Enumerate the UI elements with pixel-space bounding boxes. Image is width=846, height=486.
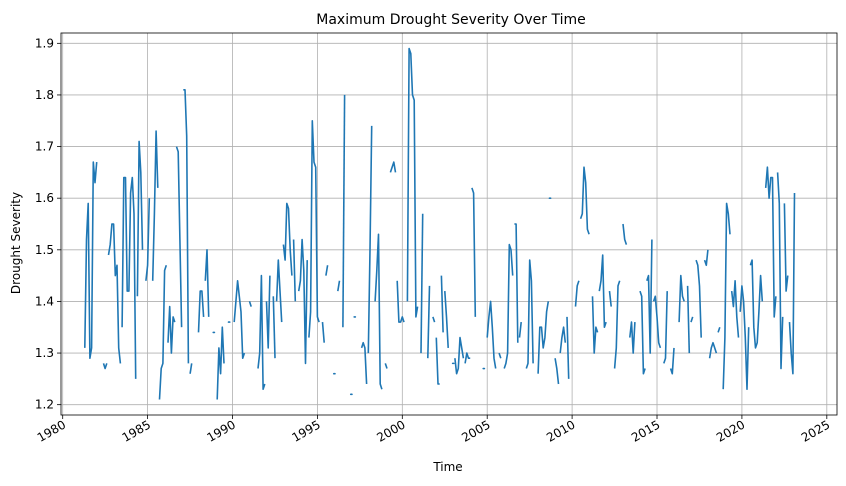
series-segment xyxy=(325,265,329,276)
y-tick-label: 1.3 xyxy=(35,346,54,360)
series-segment xyxy=(367,125,373,354)
series-segment xyxy=(559,326,567,354)
series-segment xyxy=(690,316,694,323)
series-segment xyxy=(669,347,675,375)
y-tick-label: 1.2 xyxy=(35,398,54,412)
series-segment xyxy=(360,341,368,385)
series-segment xyxy=(151,130,159,281)
series-segment xyxy=(102,363,108,370)
series-segment xyxy=(695,259,702,338)
series-segment xyxy=(321,322,325,343)
series-segment xyxy=(136,140,144,297)
series-segment xyxy=(717,326,721,333)
y-tick-label: 1.7 xyxy=(35,140,54,154)
y-tick-label: 1.9 xyxy=(35,36,54,50)
series-segment xyxy=(337,280,341,292)
series-segment xyxy=(248,301,252,307)
series-segment xyxy=(646,239,653,354)
series-segment xyxy=(598,254,607,329)
y-axis-ticks: 1.2 1.3 1.4 1.5 1.6 1.7 1.8 1.9 xyxy=(35,36,61,412)
series-segment xyxy=(121,176,137,379)
series-segment xyxy=(406,47,419,318)
series-segment xyxy=(708,341,718,359)
series-segment xyxy=(788,192,796,375)
series-segment xyxy=(297,238,308,365)
series-segment xyxy=(525,259,534,369)
series-segment xyxy=(282,202,293,276)
series-segment xyxy=(308,120,320,338)
x-axis-label: Time xyxy=(432,460,462,474)
series-segment xyxy=(730,279,740,338)
series-segment xyxy=(440,275,444,333)
series-segment xyxy=(739,285,750,391)
series-segment xyxy=(272,296,276,359)
grid-lines xyxy=(61,33,837,415)
series-segment xyxy=(591,296,599,354)
series-segment xyxy=(396,280,405,323)
series-segment xyxy=(554,358,560,385)
series-segment xyxy=(265,275,271,349)
series-segment xyxy=(158,265,168,400)
series-segment xyxy=(471,187,477,317)
series-segment xyxy=(574,280,580,307)
series-segment xyxy=(342,94,346,328)
series-segment xyxy=(678,274,685,323)
series-segment xyxy=(204,249,210,317)
series-segment xyxy=(84,161,98,360)
series-segment xyxy=(444,291,449,348)
series-segment xyxy=(275,259,283,323)
series-segment xyxy=(764,166,777,318)
series-segment xyxy=(427,285,431,359)
series-segment xyxy=(435,337,440,385)
series-segment xyxy=(486,300,497,369)
series-segment xyxy=(722,202,731,390)
series-segment xyxy=(498,352,502,359)
y-tick-label: 1.4 xyxy=(35,294,54,308)
series-segment xyxy=(537,301,550,374)
series-segment xyxy=(464,352,471,364)
series-segment xyxy=(420,213,424,354)
series-segment xyxy=(608,291,612,307)
series-segment xyxy=(749,259,764,349)
series-segment xyxy=(175,146,183,328)
series-segment xyxy=(652,295,662,349)
series-segment xyxy=(776,172,784,370)
series-lines xyxy=(84,47,796,400)
series-segment xyxy=(703,249,709,267)
y-tick-label: 1.8 xyxy=(35,88,54,102)
series-segment xyxy=(183,89,190,364)
chart-title: Maximum Drought Severity Over Time xyxy=(316,12,585,28)
y-axis-label: Drought Severity xyxy=(9,192,23,294)
series-segment xyxy=(292,239,297,302)
series-segment xyxy=(145,198,151,281)
series-segment xyxy=(454,336,465,375)
series-segment xyxy=(613,280,621,369)
series-segment xyxy=(233,279,246,360)
series-segment xyxy=(663,291,668,364)
series-segment xyxy=(167,305,176,354)
y-tick-label: 1.5 xyxy=(35,243,54,257)
series-segment xyxy=(197,290,205,333)
series-segment xyxy=(384,363,388,369)
series-segment xyxy=(503,243,514,369)
series-segment xyxy=(622,223,628,245)
series-segment xyxy=(432,316,436,323)
series-segment xyxy=(639,290,646,375)
series-segment xyxy=(189,363,193,374)
plot-area-frame xyxy=(60,32,838,416)
series-segment xyxy=(257,274,266,391)
series-segment xyxy=(783,203,789,292)
series-segment xyxy=(374,233,383,390)
series-segment xyxy=(514,223,519,343)
series-segment xyxy=(566,316,570,379)
series-segment xyxy=(216,326,225,400)
y-tick-label: 1.6 xyxy=(35,191,54,205)
series-segment xyxy=(629,321,636,354)
series-segment xyxy=(107,223,122,364)
series-segment xyxy=(686,285,691,354)
series-segment xyxy=(579,166,590,235)
series-segment xyxy=(389,161,397,173)
series-segment xyxy=(518,322,522,338)
